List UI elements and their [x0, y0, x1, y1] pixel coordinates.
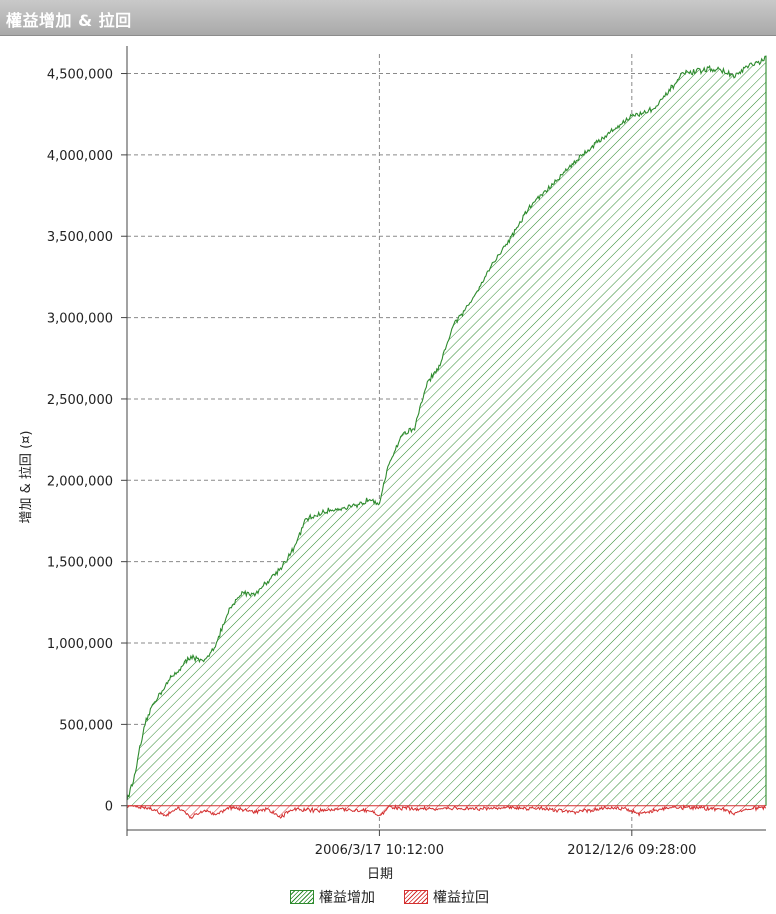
legend-swatch-drawdown [404, 890, 428, 904]
legend-drawdown: 權益拉回 [404, 887, 489, 907]
equity-line [126, 55, 767, 806]
y-tick-label: 1,000,000 [47, 637, 113, 652]
y-tick-label: 3,000,000 [47, 312, 113, 327]
chart-title-bar: 權益增加 & 拉回 [0, 0, 776, 36]
y-axis-label: 增加 & 拉回 (¤) [19, 431, 34, 524]
legend-label-equity: 權益增加 [319, 890, 375, 906]
y-tick-label: 3,500,000 [47, 230, 113, 245]
drawdown-area [127, 805, 766, 819]
legend-label-drawdown: 權益拉回 [433, 890, 489, 906]
y-tick-label: 1,500,000 [47, 556, 113, 571]
equity-chart: 0 500,000 1,000,000 1,500,000 2,000,000 2,500… [19, 46, 767, 882]
y-tick-label: 4,500,000 [47, 68, 113, 83]
y-tick-label: 2,500,000 [47, 393, 113, 408]
drawdown-line [126, 803, 767, 820]
legend-equity: 權益增加 [290, 887, 375, 907]
y-tick-label: 500,000 [59, 718, 113, 733]
y-tick-label: 2,000,000 [47, 474, 113, 489]
x-tick-label: 2012/12/6 09:28:00 [567, 843, 696, 858]
x-axis-label: 日期 [367, 867, 393, 882]
x-tick-label: 2006/3/17 10:12:00 [315, 843, 444, 858]
legend-swatch-equity [290, 890, 314, 904]
y-tick-label: 0 [105, 800, 113, 815]
chart-title: 權益增加 & 拉回 [6, 11, 132, 30]
equity-area [127, 56, 766, 806]
y-tick-label: 4,000,000 [47, 149, 113, 164]
